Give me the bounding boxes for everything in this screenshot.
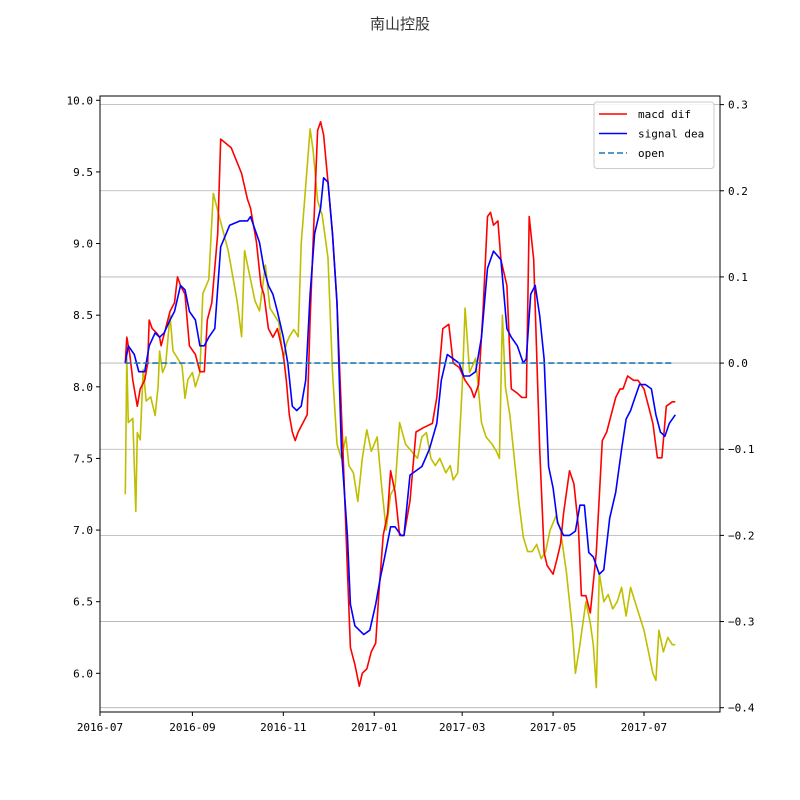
y-left-tick-label: 10.0 [67,94,94,107]
x-tick-label: 2017-07 [621,721,667,734]
x-tick-label: 2017-01 [351,721,397,734]
x-tick-label: 2016-11 [260,721,306,734]
y-right-tick-label: 0.2 [728,185,748,198]
y-left-tick-label: 6.0 [73,667,93,680]
y-left-tick-label: 8.5 [73,309,93,322]
series-line-macd-dif [124,121,676,687]
y-left-tick-label: 6.5 [73,596,93,609]
y-left-tick-label: 8.0 [73,381,93,394]
y-right-tick-label: 0.3 [728,99,748,112]
y-right-tick-label: 0.1 [728,271,748,284]
y-left-tick-label: 7.5 [73,452,93,465]
legend-box [593,101,715,169]
y-axis-left: 6.0 6.5 7.0 7.5 8.0 8.5 9.0 9.5 10.0 [67,94,100,680]
y-right-tick-label: 0.0 [728,357,748,370]
y-right-tick-label: −0.3 [728,616,755,629]
y-right-tick-label: −0.4 [728,702,755,715]
y-axis-right: −0.4 −0.3 −0.2 −0.1 0.0 0.1 0.2 0.3 [720,99,755,715]
right-axis-grid [100,104,720,709]
series-line-price [124,128,676,689]
x-axis: 2016-07 2016-09 2016-11 2017-01 2017-03 2017-… [77,712,667,734]
legend-label: macd dif [638,108,691,121]
legend-label: open [638,147,665,160]
y-right-tick-label: −0.2 [728,529,755,542]
x-tick-label: 2017-05 [530,721,576,734]
y-left-tick-label: 7.0 [73,524,93,537]
x-tick-label: 2016-07 [77,721,123,734]
series-line-signal-dea [124,177,676,636]
y-left-tick-label: 9.0 [73,238,93,251]
chart-title: 南山控股 [370,15,430,33]
plot-frame [99,95,721,713]
series-layer [124,121,676,689]
x-tick-label: 2016-09 [169,721,215,734]
legend: macd dif signal dea open [593,101,715,169]
legend-label: signal dea [638,128,704,141]
y-left-tick-label: 9.5 [73,166,93,179]
y-right-tick-label: −0.1 [728,443,755,456]
x-tick-label: 2017-03 [439,721,485,734]
